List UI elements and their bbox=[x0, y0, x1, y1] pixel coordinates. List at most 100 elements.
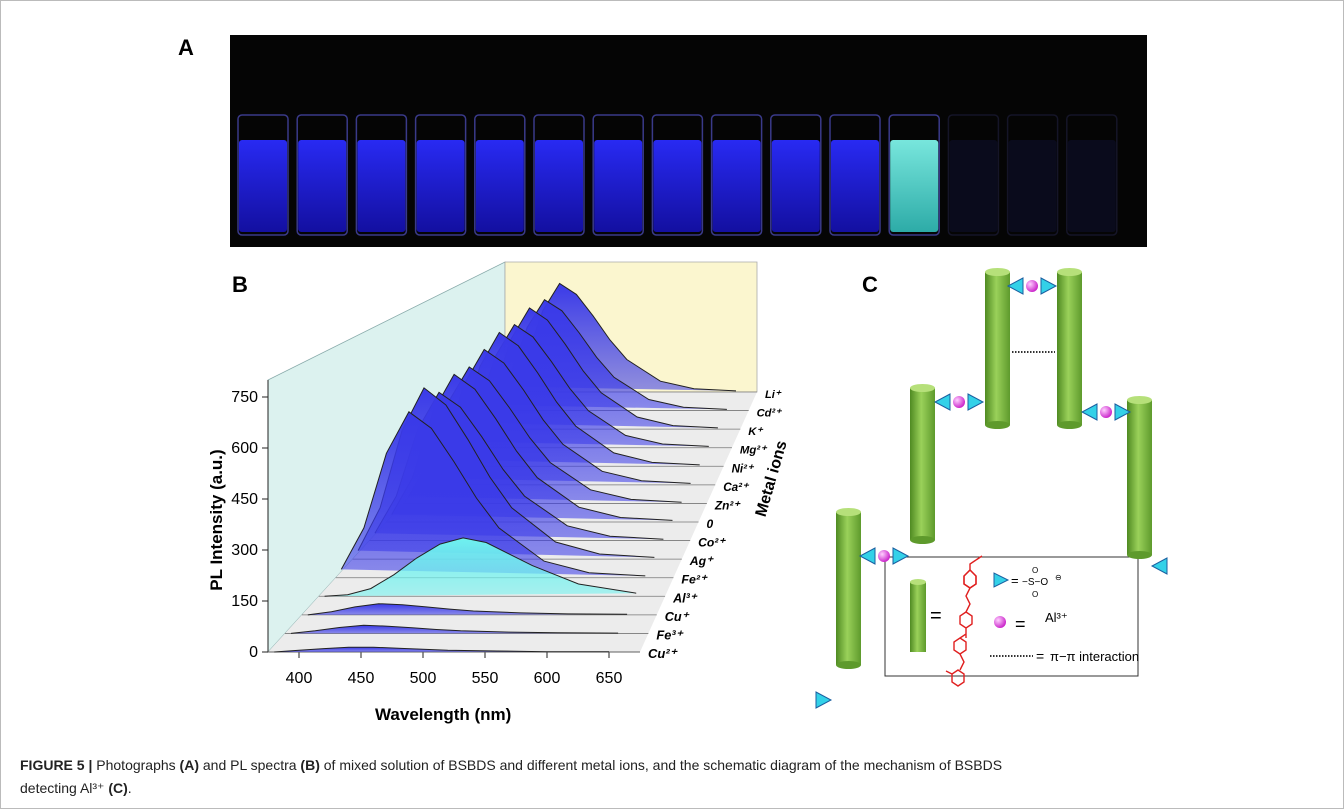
series-label: Ca²⁺ bbox=[723, 481, 750, 494]
sulfonate-charge: ⊖ bbox=[1055, 573, 1062, 582]
spectrum bbox=[324, 537, 637, 597]
vial-glass bbox=[296, 114, 348, 236]
cylinder-top bbox=[985, 268, 1010, 276]
sulfonate bbox=[815, 691, 833, 709]
series-label: Fe³⁺ bbox=[656, 627, 683, 642]
spectrum bbox=[274, 646, 609, 653]
molecule-structure bbox=[945, 555, 983, 687]
sulfonate bbox=[1006, 277, 1024, 295]
vial-glass bbox=[770, 114, 822, 236]
y-tick-label: 750 bbox=[231, 389, 258, 406]
vial-glass bbox=[237, 114, 289, 236]
cylinder-bottom bbox=[836, 661, 861, 669]
vial-liquid bbox=[594, 140, 643, 232]
series-label: Co²⁺ bbox=[698, 536, 726, 550]
vial-glass bbox=[592, 114, 644, 236]
spectrum bbox=[290, 624, 619, 634]
sulfonate-formula: −S−O bbox=[1022, 577, 1048, 588]
x-tick-label: 450 bbox=[348, 670, 375, 687]
panel-label: B bbox=[232, 272, 248, 297]
spectrum bbox=[307, 603, 628, 616]
vial-liquid bbox=[298, 140, 347, 232]
cylinder bbox=[1057, 272, 1082, 425]
cylinder-bottom bbox=[985, 421, 1010, 429]
caption-text: Photographs bbox=[92, 757, 179, 773]
series-label: 0 bbox=[707, 517, 714, 531]
legend-eq: = bbox=[1036, 648, 1044, 664]
vial-glass bbox=[355, 114, 408, 236]
vial-liquid bbox=[771, 140, 820, 232]
x-tick-label: 550 bbox=[472, 670, 499, 687]
legend-eq: = bbox=[1011, 573, 1019, 588]
caption-text: (B) bbox=[300, 757, 319, 773]
series-label: Fe²⁺ bbox=[681, 573, 708, 587]
panel-label: A bbox=[178, 35, 194, 60]
caption-text: . bbox=[128, 780, 132, 796]
sulfonate-oxygen: O bbox=[1032, 566, 1038, 575]
vial-liquid bbox=[653, 140, 702, 232]
x-axis-label: Wavelength (nm) bbox=[375, 705, 511, 724]
legend-al-icon bbox=[994, 616, 1006, 628]
series-label: Ni²⁺ bbox=[732, 463, 755, 475]
x-tick-label: 500 bbox=[410, 670, 437, 687]
vials bbox=[237, 114, 1118, 236]
cylinder bbox=[1127, 400, 1152, 555]
al-ion bbox=[1026, 280, 1038, 292]
caption-text: (A) bbox=[180, 757, 199, 773]
x-tick-label: 650 bbox=[596, 670, 623, 687]
panel-label: C bbox=[862, 272, 878, 297]
legend-pi: π−π interaction bbox=[1050, 649, 1139, 664]
sulfonate bbox=[967, 393, 985, 411]
vial-glass bbox=[888, 114, 940, 236]
caption-text: (C) bbox=[108, 780, 127, 796]
y-tick-label: 600 bbox=[231, 440, 258, 457]
sulfonate bbox=[892, 547, 910, 565]
waterfall-chart bbox=[262, 261, 758, 658]
vial-glass bbox=[947, 114, 1000, 236]
y-tick-label: 450 bbox=[231, 491, 258, 508]
legend-al: Al³⁺ bbox=[1045, 610, 1068, 625]
vial-liquid bbox=[949, 140, 998, 232]
legend-cylinder bbox=[910, 582, 926, 652]
series-label: Cd²⁺ bbox=[757, 408, 783, 420]
vial-liquid bbox=[1067, 140, 1116, 232]
vial-glass bbox=[651, 114, 704, 236]
vial-liquid bbox=[239, 140, 287, 232]
sulfonate bbox=[1150, 557, 1168, 575]
sulfonate bbox=[1040, 277, 1058, 295]
legend-sulfonate-icon bbox=[993, 572, 1010, 588]
caption-text: detecting Al³⁺ bbox=[20, 780, 108, 796]
series-label: Al³⁺ bbox=[672, 591, 698, 605]
al-ion bbox=[878, 550, 890, 562]
series-label: Mg²⁺ bbox=[740, 445, 768, 457]
cylinder-top bbox=[1057, 268, 1082, 276]
vial-liquid bbox=[1008, 140, 1057, 232]
legend-cylinder-top bbox=[910, 579, 926, 585]
series-label: K⁺ bbox=[748, 426, 763, 438]
vial-glass bbox=[533, 114, 585, 236]
x-tick-label: 400 bbox=[286, 670, 313, 687]
vial-liquid bbox=[712, 140, 761, 232]
cylinder bbox=[985, 272, 1010, 425]
sulfonate bbox=[933, 393, 951, 411]
vial-liquid bbox=[416, 140, 465, 232]
vial-glass bbox=[474, 114, 526, 236]
cylinder-bottom bbox=[1127, 551, 1152, 559]
vial-liquid bbox=[475, 140, 524, 232]
vial-glass bbox=[1066, 114, 1118, 236]
vial-liquid bbox=[535, 140, 583, 232]
spectrum bbox=[340, 411, 646, 577]
cylinder bbox=[836, 512, 861, 665]
cylinder-top bbox=[910, 384, 935, 392]
sulfonate bbox=[1080, 403, 1098, 421]
al-ion bbox=[953, 396, 965, 408]
cylinder-bottom bbox=[1057, 421, 1082, 429]
caption-text: and PL spectra bbox=[199, 757, 300, 773]
vial-glass bbox=[414, 114, 467, 236]
vial-liquid bbox=[831, 140, 879, 232]
cylinder-top bbox=[1127, 396, 1152, 404]
series-label: Cu⁺ bbox=[665, 609, 690, 624]
al-ion bbox=[1100, 406, 1112, 418]
series-label: Ag⁺ bbox=[689, 554, 714, 568]
